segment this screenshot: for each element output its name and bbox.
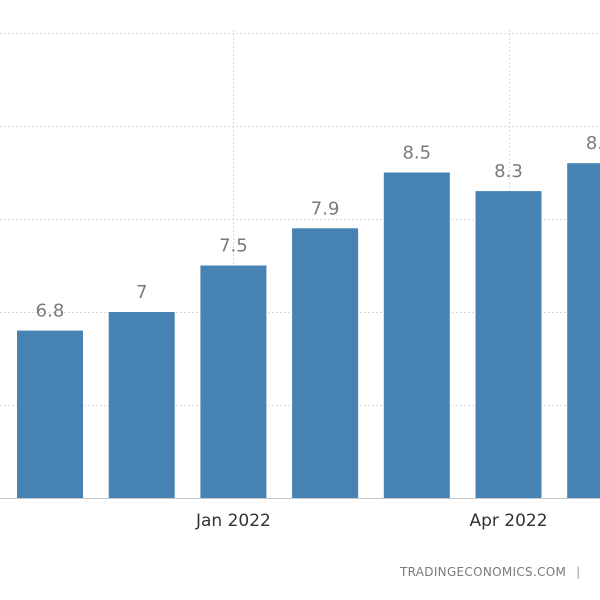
data-label-3: 7.9 <box>311 198 340 219</box>
bars <box>17 163 600 499</box>
x-tick-label-1: Apr 2022 <box>469 511 547 531</box>
bar-5[interactable] <box>475 191 542 498</box>
bar-4[interactable] <box>383 172 450 499</box>
data-label-1: 7 <box>136 282 147 303</box>
x-tick-label-0: Jan 2022 <box>195 511 271 531</box>
data-label-2: 7.5 <box>219 236 248 257</box>
data-label-4: 8.5 <box>402 143 431 164</box>
watermark: TRADINGECONOMICS.COM | <box>400 565 581 579</box>
grid <box>0 30 600 499</box>
bar-2[interactable] <box>200 265 267 499</box>
bar-1[interactable] <box>108 312 175 498</box>
data-label-0: 6.8 <box>36 301 65 322</box>
bar-0[interactable] <box>17 330 83 498</box>
x-axis-ticks: Jan 2022 Apr 2022 <box>195 511 548 531</box>
data-label-6: 8.6 <box>586 133 600 154</box>
watermark-separator: | <box>576 565 581 579</box>
watermark-text: TRADINGECONOMICS.COM <box>400 565 567 579</box>
bar-3[interactable] <box>292 228 359 499</box>
bar-6[interactable] <box>567 163 600 498</box>
data-labels: 6.8 7 7.5 7.9 8.5 8.3 8.6 <box>36 133 600 321</box>
data-label-5: 8.3 <box>494 161 523 182</box>
